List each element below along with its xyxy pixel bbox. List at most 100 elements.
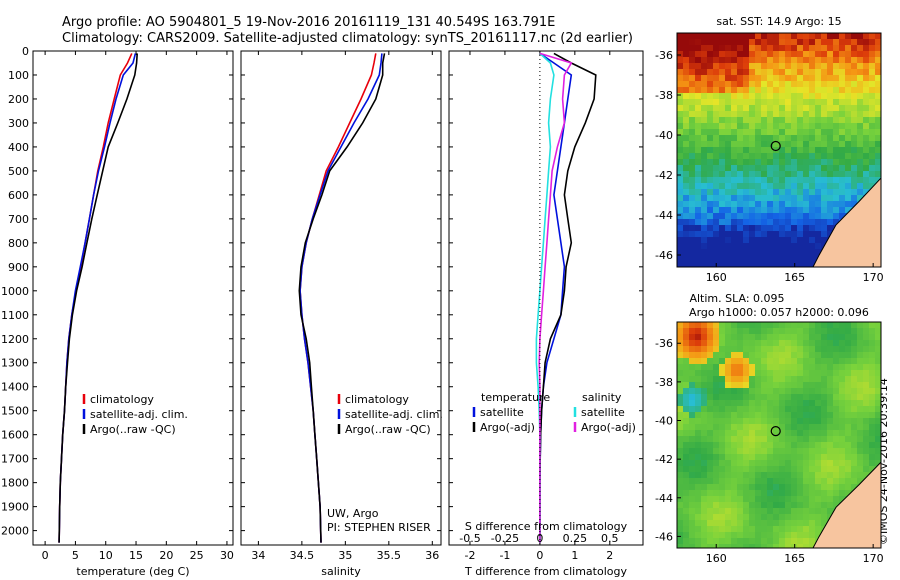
heatmap-cell (863, 99, 870, 106)
heatmap-cell (803, 45, 810, 52)
heatmap-cell (815, 195, 822, 202)
heatmap-cell (767, 255, 774, 262)
heatmap-cell (803, 69, 810, 76)
heatmap-cell (743, 430, 750, 437)
heatmap-cell (725, 352, 732, 359)
heatmap-cell (701, 370, 708, 377)
heatmap-cell (851, 165, 858, 172)
heatmap-cell (863, 39, 870, 46)
heatmap-cell (731, 436, 738, 443)
heatmap-cell (695, 225, 702, 232)
heatmap-cell (701, 400, 708, 407)
heatmap-cell (749, 63, 756, 70)
heatmap-cell (731, 195, 738, 202)
heatmap-cell (755, 532, 762, 539)
heatmap-cell (701, 490, 708, 497)
heatmap-cell (827, 322, 834, 329)
heatmap-cell (683, 45, 690, 52)
heatmap-cell (725, 147, 732, 154)
heatmap-cell (875, 129, 881, 136)
heatmap-cell (713, 219, 720, 226)
heatmap-cell (809, 532, 816, 539)
heatmap-cell (695, 334, 702, 341)
heatmap-cell (719, 249, 726, 256)
heatmap-cell (701, 69, 708, 76)
heatmap-cell (833, 135, 840, 142)
heatmap-cell (827, 346, 834, 353)
heatmap-cell (761, 231, 768, 238)
heatmap-cell (845, 117, 852, 124)
heatmap-cell (863, 51, 870, 58)
heatmap-cell (857, 39, 864, 46)
heatmap-cell (785, 448, 792, 455)
heatmap-cell (695, 346, 702, 353)
heatmap-cell (701, 75, 708, 82)
heatmap-cell (731, 117, 738, 124)
heatmap-cell (857, 195, 864, 202)
heatmap-cell (743, 117, 750, 124)
heatmap-cell (785, 334, 792, 341)
heatmap-cell (767, 171, 774, 178)
heatmap-cell (863, 352, 870, 359)
heatmap-cell (725, 231, 732, 238)
heatmap-cell (791, 63, 798, 70)
heatmap-cell (845, 141, 852, 148)
heatmap-cell (677, 526, 684, 533)
heatmap-cell (833, 87, 840, 94)
heatmap-cell (707, 484, 714, 491)
heatmap-cell (755, 388, 762, 395)
heatmap-cell (875, 436, 881, 443)
heatmap-cell (809, 520, 816, 527)
heatmap-cell (785, 526, 792, 533)
heatmap-cell (869, 454, 876, 461)
heatmap-cell (761, 334, 768, 341)
heatmap-cell (809, 219, 816, 226)
heatmap-cell (761, 237, 768, 244)
heatmap-cell (833, 370, 840, 377)
heatmap-cell (767, 45, 774, 52)
heatmap-cell (689, 261, 696, 267)
x-tick-label: 165 (784, 271, 805, 284)
heatmap-cell (875, 147, 881, 154)
heatmap-cell (827, 45, 834, 52)
y-tick-label: 200 (8, 93, 29, 106)
heatmap-cell (773, 153, 780, 160)
heatmap-cell (713, 81, 720, 88)
heatmap-cell (815, 340, 822, 347)
heatmap-cell (815, 412, 822, 419)
heatmap-cell (767, 177, 774, 184)
heatmap-cell (689, 538, 696, 545)
heatmap-cell (791, 183, 798, 190)
heatmap-cell (821, 129, 828, 136)
heatmap-cell (689, 394, 696, 401)
heatmap-cell (851, 93, 858, 100)
heatmap-cell (677, 195, 684, 202)
heatmap-cell (821, 159, 828, 166)
heatmap-cell (857, 111, 864, 118)
heatmap-cell (677, 436, 684, 443)
heatmap-cell (821, 219, 828, 226)
heatmap-cell (779, 195, 786, 202)
annotation-line: PI: STEPHEN RISER (327, 521, 431, 534)
heatmap-cell (695, 532, 702, 539)
heatmap-cell (749, 460, 756, 467)
heatmap-cell (761, 544, 768, 548)
heatmap-cell (833, 460, 840, 467)
heatmap-cell (827, 448, 834, 455)
heatmap-cell (737, 514, 744, 521)
heatmap-cell (761, 219, 768, 226)
heatmap-cell (689, 69, 696, 76)
heatmap-cell (791, 400, 798, 407)
heatmap-cell (683, 520, 690, 527)
heatmap-cell (683, 508, 690, 515)
heatmap-cell (863, 436, 870, 443)
heatmap-cell (857, 358, 864, 365)
heatmap-cell (809, 177, 816, 184)
heatmap-cell (683, 526, 690, 533)
heatmap-cell (761, 135, 768, 142)
heatmap-cell (797, 508, 804, 515)
heatmap-cell (845, 105, 852, 112)
heatmap-cell (779, 430, 786, 437)
heatmap-cell (707, 231, 714, 238)
heatmap-cell (809, 430, 816, 437)
